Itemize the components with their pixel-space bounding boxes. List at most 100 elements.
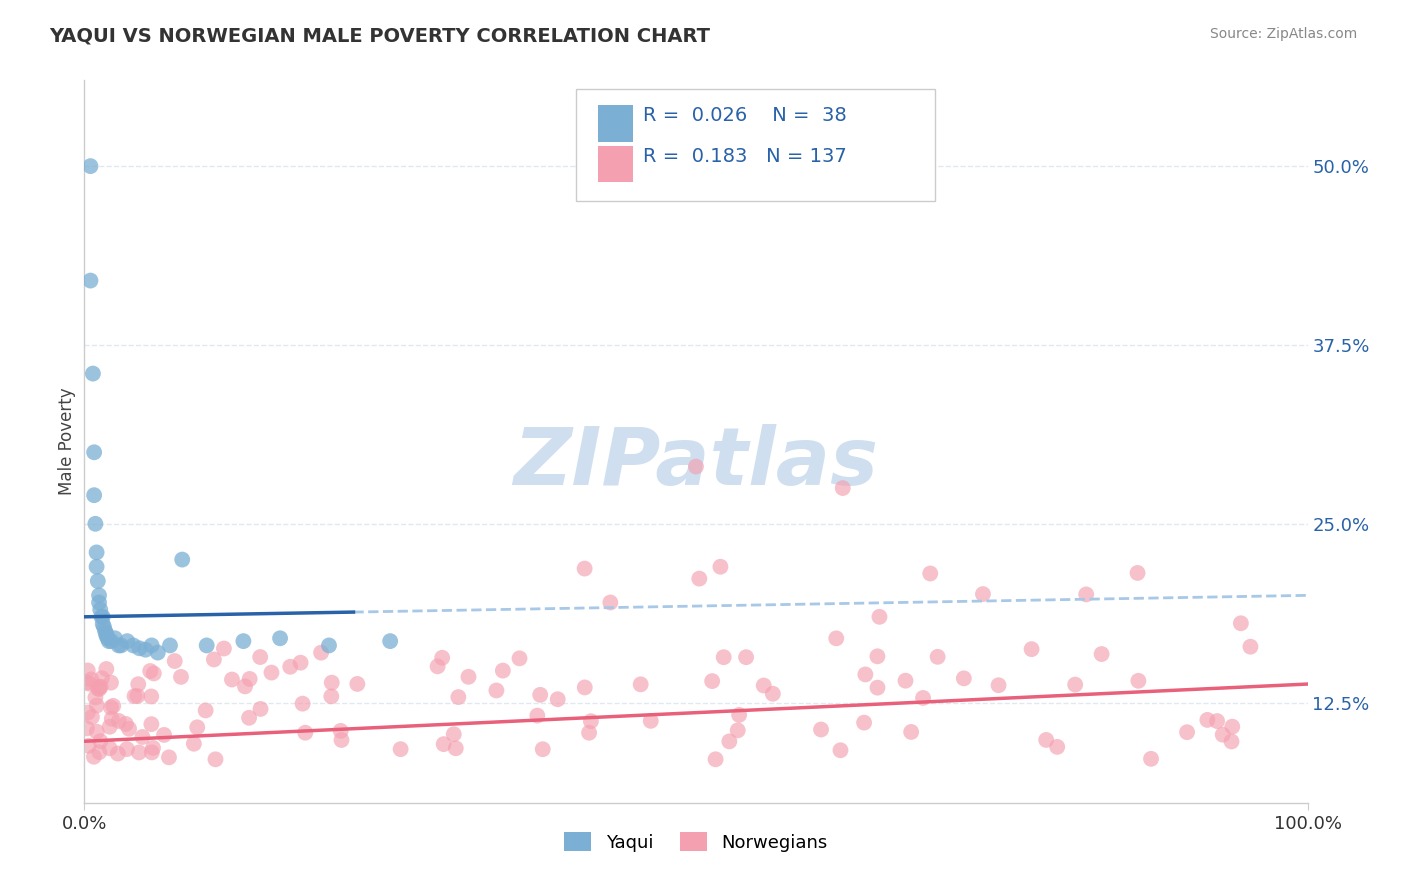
Point xyxy=(318,639,340,653)
Point xyxy=(96,628,118,642)
Point xyxy=(704,752,727,766)
Point xyxy=(127,689,149,703)
Point xyxy=(260,665,283,680)
Point xyxy=(1140,752,1163,766)
Point xyxy=(96,662,118,676)
Point xyxy=(269,632,291,646)
Point xyxy=(183,737,205,751)
Point xyxy=(87,681,110,696)
Point xyxy=(853,667,876,681)
Point xyxy=(97,634,120,648)
Point xyxy=(131,730,153,744)
Point xyxy=(1220,720,1243,734)
Point xyxy=(100,712,122,726)
Point xyxy=(87,682,110,697)
Point xyxy=(927,649,949,664)
Point xyxy=(249,650,271,665)
Point xyxy=(202,652,225,666)
Point xyxy=(79,676,101,690)
Point xyxy=(194,703,217,717)
Point xyxy=(869,609,891,624)
Point xyxy=(574,561,596,575)
Point xyxy=(107,714,129,728)
Point xyxy=(221,673,243,687)
Text: R =  0.026    N =  38: R = 0.026 N = 38 xyxy=(643,106,846,126)
Point xyxy=(97,632,120,646)
Point xyxy=(163,654,186,668)
Point xyxy=(124,689,146,703)
Point xyxy=(157,750,180,764)
Point xyxy=(866,681,889,695)
Point xyxy=(141,690,163,704)
Point xyxy=(529,688,551,702)
Point xyxy=(1064,677,1087,691)
Point xyxy=(831,481,853,495)
Point xyxy=(159,639,181,653)
Point xyxy=(86,559,108,574)
Point xyxy=(485,683,508,698)
Point xyxy=(1197,713,1219,727)
Point xyxy=(89,602,111,616)
Point xyxy=(90,671,112,685)
Point xyxy=(232,634,254,648)
Point xyxy=(987,678,1010,692)
Point xyxy=(94,624,117,639)
Point xyxy=(953,671,976,685)
Point xyxy=(107,747,129,761)
Point xyxy=(249,702,271,716)
Point xyxy=(76,675,98,690)
Point xyxy=(141,746,163,760)
Point xyxy=(172,552,194,566)
Point xyxy=(87,595,110,609)
Point xyxy=(727,723,749,738)
Point xyxy=(142,740,165,755)
Point xyxy=(1091,647,1114,661)
Point xyxy=(825,632,848,646)
Point xyxy=(118,722,141,736)
Point xyxy=(91,609,114,624)
Point xyxy=(830,743,852,757)
Point xyxy=(713,650,735,665)
Point xyxy=(574,681,596,695)
Point xyxy=(170,670,193,684)
Point xyxy=(447,690,470,704)
Point xyxy=(508,651,530,665)
Point xyxy=(380,634,402,648)
Point xyxy=(104,632,127,646)
Point xyxy=(330,733,353,747)
Point xyxy=(426,659,449,673)
Point xyxy=(84,516,107,531)
Point xyxy=(98,720,121,734)
Point xyxy=(141,639,163,653)
Point xyxy=(1128,673,1150,688)
Point xyxy=(89,745,111,759)
Point xyxy=(238,711,260,725)
Point xyxy=(1126,566,1149,580)
Point xyxy=(1230,616,1253,631)
Point xyxy=(100,634,122,648)
Point xyxy=(457,670,479,684)
Text: ZIPatlas: ZIPatlas xyxy=(513,425,879,502)
Point xyxy=(89,680,111,694)
Point xyxy=(100,700,122,714)
Point xyxy=(84,690,107,705)
Point xyxy=(688,572,710,586)
Point xyxy=(972,587,994,601)
Point xyxy=(83,445,105,459)
Point xyxy=(122,639,145,653)
Point xyxy=(239,672,262,686)
Point xyxy=(103,698,125,713)
Point xyxy=(309,646,332,660)
Point xyxy=(443,727,465,741)
Point xyxy=(87,588,110,602)
Point xyxy=(853,715,876,730)
Point xyxy=(389,742,412,756)
Point xyxy=(346,677,368,691)
Point xyxy=(579,714,602,729)
Point xyxy=(718,734,741,748)
Point xyxy=(630,677,652,691)
Text: YAQUI VS NORWEGIAN MALE POVERTY CORRELATION CHART: YAQUI VS NORWEGIAN MALE POVERTY CORRELAT… xyxy=(49,27,710,45)
Y-axis label: Male Poverty: Male Poverty xyxy=(58,388,76,495)
Point xyxy=(526,708,548,723)
Point xyxy=(82,367,104,381)
